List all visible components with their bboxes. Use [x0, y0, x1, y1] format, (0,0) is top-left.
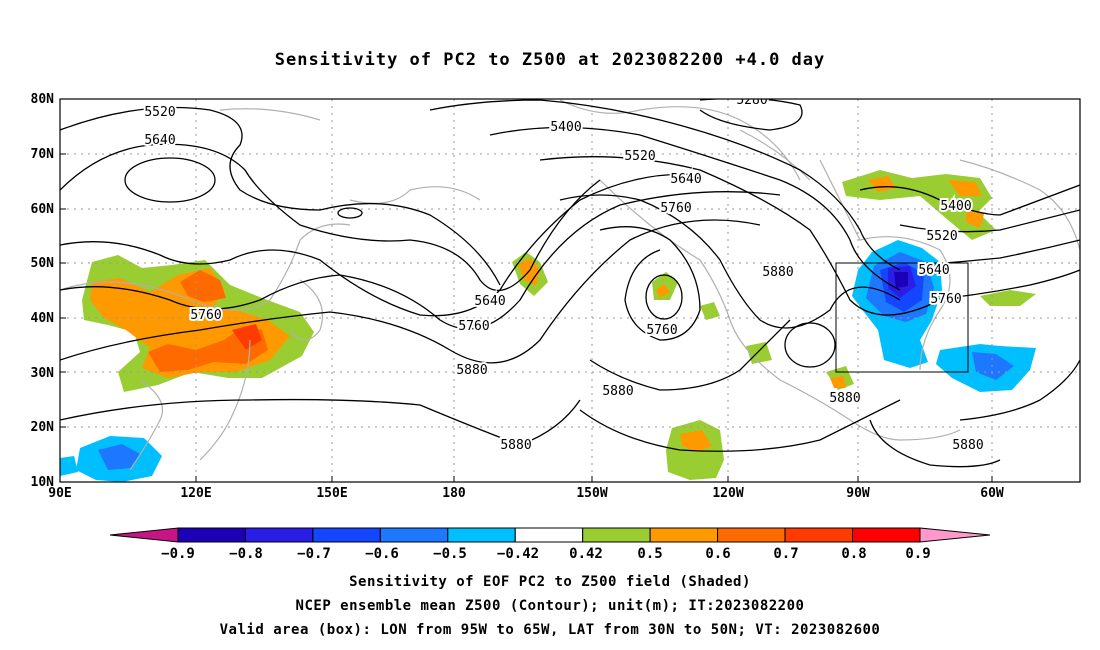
contour-label: 5640 — [918, 263, 949, 278]
caption-shaded: Sensitivity of EOF PC2 to Z500 field (Sh… — [349, 574, 751, 590]
map-title: Sensitivity of PC2 to Z500 at 2023082200… — [274, 50, 826, 70]
colorbar-label: −0.6 — [365, 546, 399, 562]
lon-label-180: 180 — [442, 486, 466, 501]
colorbar-box — [582, 527, 651, 543]
contour-label: 5520 — [144, 105, 175, 120]
coastlines — [60, 99, 1080, 471]
colorbar-label: −0.9 — [161, 546, 195, 562]
contour-label: 5400 — [550, 120, 581, 135]
contour-label-group: 5520 5640 5400 5520 5640 5760 5280 5880 … — [142, 93, 985, 455]
colorbar-label: 0.5 — [637, 546, 663, 562]
lon-label-120e: 120E — [180, 486, 212, 501]
graticule — [60, 99, 1080, 482]
colorbar-box — [514, 527, 584, 543]
contour-label: 5760 — [930, 292, 961, 307]
colorbar-label: 0.7 — [773, 546, 799, 562]
colorbar-label: −0.42 — [496, 546, 540, 562]
colorbar-label: −0.5 — [433, 546, 467, 562]
colorbar-box — [852, 527, 921, 543]
lon-label-60w: 60W — [980, 486, 1004, 501]
contour-label: 5520 — [624, 149, 655, 164]
lon-label-120w: 120W — [712, 486, 744, 501]
lat-label-10n: 10N — [30, 475, 54, 490]
contour-label: 5640 — [474, 294, 505, 309]
lat-label-30n: 30N — [30, 366, 54, 381]
z500-contours — [60, 99, 1080, 468]
contour-label: 5400 — [940, 199, 971, 214]
lat-label-40n: 40N — [30, 311, 54, 326]
colorbar-box — [244, 527, 314, 543]
colorbar-label: 0.8 — [841, 546, 867, 562]
caption-contour: NCEP ensemble mean Z500 (Contour); unit(… — [295, 598, 805, 614]
lat-label-80n: 80N — [30, 92, 54, 107]
lat-label-20n: 20N — [30, 420, 54, 435]
lon-label-90w: 90W — [846, 486, 870, 501]
lon-label-150w: 150W — [576, 486, 608, 501]
colorbar-low-extension — [109, 527, 179, 543]
contour-label: 5760 — [190, 308, 221, 323]
colorbar-box — [649, 527, 719, 543]
colorbar-box — [717, 527, 786, 543]
contour-label: 5880 — [456, 363, 487, 378]
colorbar-label: 0.9 — [905, 546, 931, 562]
lat-label-50n: 50N — [30, 256, 54, 271]
valid-area-box — [835, 262, 969, 373]
positive-area-canada — [842, 170, 996, 240]
colorbar-box — [177, 527, 246, 543]
colorbar-box — [312, 527, 381, 543]
contour-label: 5760 — [646, 323, 677, 338]
colorbar-label: −0.7 — [297, 546, 331, 562]
lon-label-150e: 150E — [316, 486, 348, 501]
colorbar-box — [784, 527, 853, 543]
colorbar-high-extension — [919, 527, 991, 543]
colorbar-box — [379, 527, 449, 543]
axis-ticks — [60, 153, 993, 482]
colorbar-box — [447, 527, 516, 543]
contour-label: 5880 — [952, 438, 983, 453]
colorbar — [109, 527, 991, 543]
contour-label: 5640 — [670, 172, 701, 187]
contour-label: 5880 — [762, 265, 793, 280]
contour-label: 5880 — [602, 384, 633, 399]
sensitivity-shading — [60, 170, 1036, 482]
colorbar-label: 0.42 — [569, 546, 603, 562]
caption-valid-area: Valid area (box): LON from 95W to 65W, L… — [219, 622, 881, 638]
lat-label-60n: 60N — [30, 202, 54, 217]
lat-label-70n: 70N — [30, 147, 54, 162]
contour-label: 5880 — [829, 391, 860, 406]
colorbar-label: −0.8 — [229, 546, 263, 562]
lon-label-90e: 90E — [48, 486, 72, 501]
contour-label: 5640 — [144, 133, 175, 148]
map-frame — [59, 98, 1081, 483]
contour-label: 5760 — [458, 319, 489, 334]
contour-label: 5880 — [500, 438, 531, 453]
contour-label: 5520 — [926, 229, 957, 244]
colorbar-label: 0.6 — [705, 546, 731, 562]
contour-label: 5760 — [660, 201, 691, 216]
contour-label: 5280 — [736, 93, 767, 108]
